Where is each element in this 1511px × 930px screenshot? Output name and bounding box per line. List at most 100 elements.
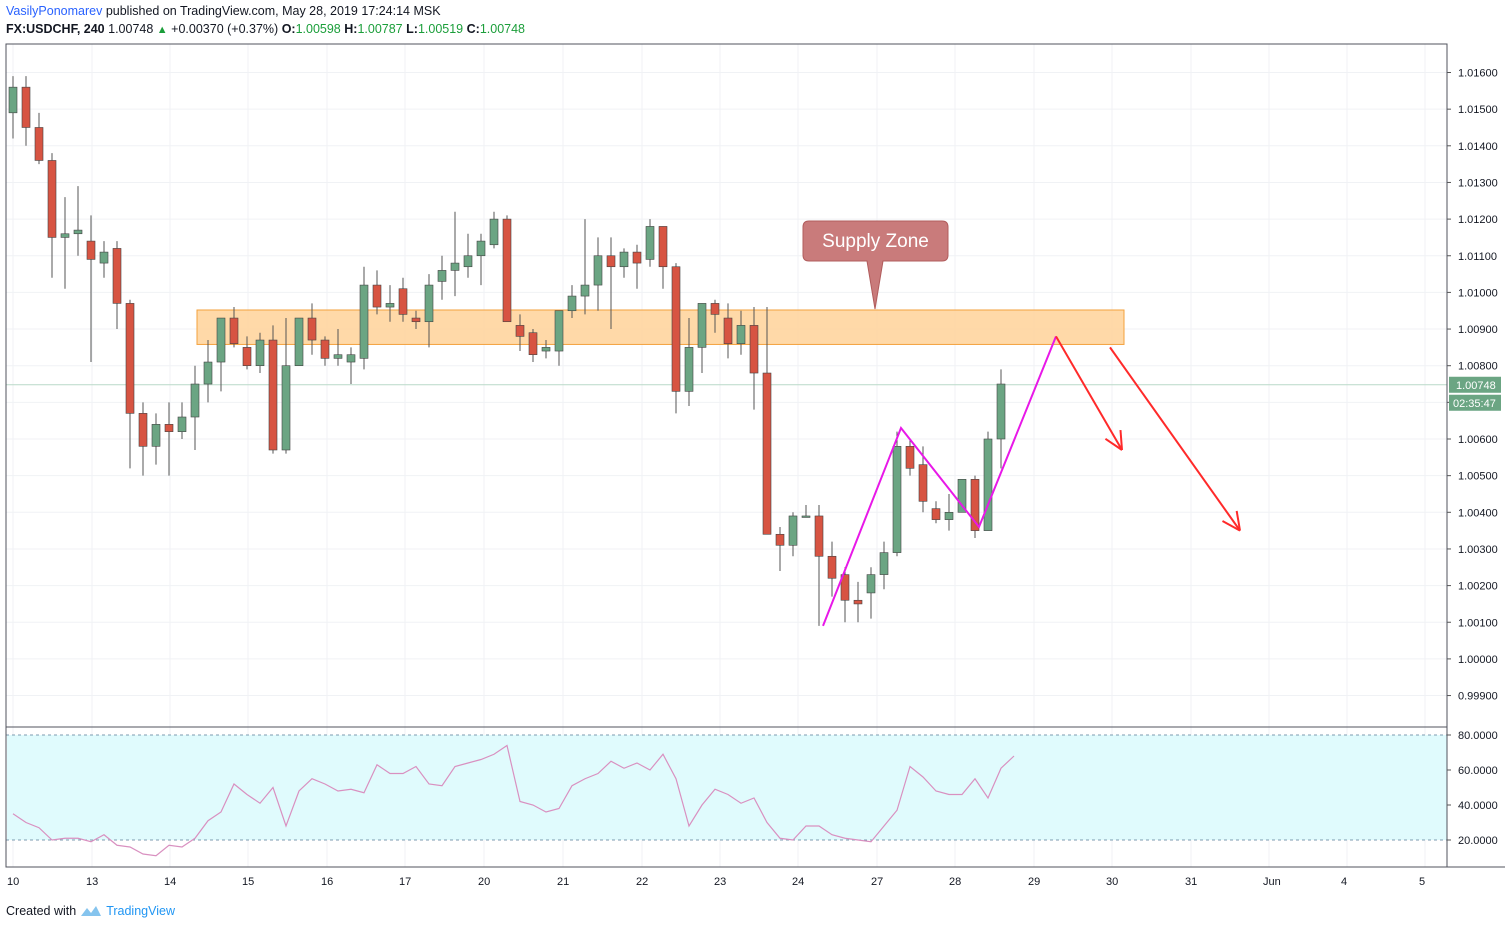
y-tick-label: 1.00400 bbox=[1458, 507, 1498, 519]
rsi-pane bbox=[6, 734, 1447, 857]
last-price: 1.00748 bbox=[108, 22, 154, 36]
candle-body bbox=[372, 284, 382, 308]
candle-body bbox=[502, 218, 512, 323]
supply-zone-rect bbox=[196, 309, 1125, 345]
open-value: 1.00598 bbox=[295, 22, 341, 36]
candle-body bbox=[164, 424, 174, 432]
high-value: 1.00787 bbox=[357, 22, 403, 36]
x-tick-label: 14 bbox=[164, 876, 176, 888]
candle-body bbox=[242, 347, 252, 367]
candle-body bbox=[749, 325, 759, 374]
supply-zone-label: Supply Zone bbox=[822, 231, 929, 252]
y-tick-label: 1.01500 bbox=[1458, 104, 1498, 116]
candle-body bbox=[801, 515, 811, 518]
y-tick-label: 1.00100 bbox=[1458, 617, 1498, 629]
published-text: published on TradingView.com, May 28, 20… bbox=[105, 4, 441, 18]
candle-body bbox=[73, 229, 83, 235]
candle-body bbox=[905, 446, 915, 469]
x-tick-label: 22 bbox=[636, 876, 648, 888]
y-tick-label: 1.01100 bbox=[1458, 251, 1497, 263]
candle-body bbox=[281, 365, 291, 451]
y-tick-label: 1.00300 bbox=[1458, 544, 1498, 556]
price-change: +0.00370 (+0.37%) bbox=[171, 22, 279, 36]
candle-body bbox=[736, 325, 746, 345]
candle-body bbox=[684, 347, 694, 392]
countdown-tag bbox=[1449, 394, 1501, 411]
y-tick-label: 1.00200 bbox=[1458, 581, 1498, 593]
candle-body bbox=[944, 511, 954, 520]
candle-body bbox=[554, 310, 564, 352]
candle-body bbox=[138, 413, 148, 447]
candle-body bbox=[957, 479, 967, 513]
candle-body bbox=[567, 295, 577, 312]
candle-body bbox=[931, 508, 941, 520]
candle-body bbox=[515, 325, 525, 337]
x-tick-label: 13 bbox=[86, 876, 98, 888]
candle-body bbox=[21, 86, 31, 128]
tradingview-brand[interactable]: TradingView bbox=[106, 904, 175, 918]
footer: Created with TradingView bbox=[6, 904, 175, 918]
x-tick-label: 31 bbox=[1185, 876, 1197, 888]
candle-body bbox=[918, 464, 928, 502]
candle-body bbox=[606, 255, 616, 268]
countdown-tag-label: 02:35:47 bbox=[1453, 398, 1496, 410]
high-label: H: bbox=[344, 22, 358, 36]
candles bbox=[8, 76, 1006, 626]
candle-body bbox=[255, 339, 265, 367]
candle-body bbox=[424, 284, 434, 323]
candle-body bbox=[86, 240, 96, 260]
candle-body bbox=[996, 383, 1006, 440]
axes: 10 13 14 15 16 17 20 21 22 23 24 27 28 29 30 31 Jun 4 5 1.0… bbox=[5, 43, 1505, 888]
rsi-band-background bbox=[7, 735, 1447, 840]
x-tick-label: 5 bbox=[1419, 876, 1425, 888]
y-tick-label: 1.00000 bbox=[1458, 654, 1498, 666]
candle-body bbox=[645, 226, 655, 260]
candle-body bbox=[827, 555, 837, 579]
y-tick-label: 1.01600 bbox=[1458, 68, 1498, 80]
publisher-line: VasilyPonomarev published on TradingView… bbox=[6, 4, 441, 18]
rsi-tick-label: 40.0000 bbox=[1458, 800, 1498, 812]
candle-body bbox=[788, 515, 798, 546]
projection-arrow-line bbox=[1055, 335, 1123, 451]
x-tick-label: 20 bbox=[478, 876, 490, 888]
last-price-tag-label: 1.00748 bbox=[1456, 380, 1496, 392]
candle-body bbox=[840, 574, 850, 601]
x-tick-label: 23 bbox=[714, 876, 726, 888]
candle-body bbox=[346, 354, 356, 363]
candle-body bbox=[177, 416, 187, 432]
candle-body bbox=[60, 233, 70, 238]
candle-body bbox=[866, 574, 876, 594]
candle-body bbox=[671, 266, 681, 392]
candle-body bbox=[853, 599, 863, 605]
ohlc-legend: FX:USDCHF, 240 1.00748 ▲ +0.00370 (+0.37… bbox=[6, 22, 525, 36]
candle-body bbox=[411, 317, 421, 323]
candle-body bbox=[970, 479, 980, 531]
close-label: C: bbox=[466, 22, 480, 36]
x-tick-label: 16 bbox=[321, 876, 333, 888]
supply-zone-layer bbox=[196, 309, 1125, 345]
x-tick-label: 30 bbox=[1106, 876, 1118, 888]
arrow-head bbox=[1222, 520, 1241, 532]
supply-zone-callout bbox=[802, 220, 949, 310]
y-tick-label: 1.01200 bbox=[1458, 214, 1498, 226]
x-tick-label: 28 bbox=[949, 876, 961, 888]
arrow-head bbox=[1235, 510, 1241, 531]
author-link[interactable]: VasilyPonomarev bbox=[6, 4, 103, 18]
candle-body bbox=[333, 354, 343, 359]
candle-body bbox=[775, 533, 785, 546]
x-tick-label: Jun bbox=[1263, 876, 1281, 888]
candle-body bbox=[8, 86, 18, 114]
candle-body bbox=[619, 251, 629, 268]
candle-body bbox=[879, 552, 889, 575]
arrow-head bbox=[1104, 437, 1123, 451]
candle-body bbox=[125, 303, 135, 414]
last-price-tag bbox=[1449, 376, 1501, 393]
y-tick-label: 1.01400 bbox=[1458, 141, 1498, 153]
symbol-label: FX:USDCHF, 240 bbox=[6, 22, 105, 36]
candle-body bbox=[307, 317, 317, 341]
y-tick-label: 1.01000 bbox=[1458, 287, 1498, 299]
candle-body bbox=[385, 303, 395, 308]
candle-body bbox=[151, 424, 161, 447]
drawings: Supply Zone bbox=[802, 220, 1241, 627]
